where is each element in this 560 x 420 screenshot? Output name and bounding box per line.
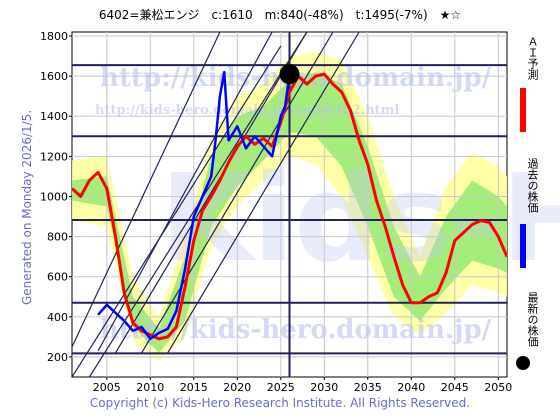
x-tick-label: 2025 (267, 381, 295, 394)
band-inner (72, 72, 507, 353)
y-tick-label: 1800 (40, 30, 68, 43)
chart-title: 6402=兼松エンジ c:1610 m:840(-48%) t:1495(-7%… (98, 8, 462, 22)
y-tick-label: 1000 (40, 190, 68, 203)
trend-line (72, 32, 221, 348)
watermark-url-code: http://kids-hero.domain.jp/code6402.html (95, 103, 399, 118)
copyright: Copyright (c) Kids-Hero Research Institu… (89, 396, 471, 410)
x-tick-label: 2030 (310, 381, 338, 394)
legend-label-latest: 最新の株価 (526, 292, 539, 347)
legend-label-ai: ＡＩ予測 (526, 36, 539, 80)
legend-label-past: 過去の株価 (526, 158, 539, 213)
y-tick-label: 400 (47, 311, 68, 324)
x-tick-label: 2040 (397, 381, 425, 394)
x-tick-label: 2050 (484, 381, 512, 394)
trend-line (114, 32, 308, 354)
grid-lines (72, 32, 507, 377)
y-tick-label: 800 (47, 231, 68, 244)
legend-swatch-ai (520, 88, 526, 132)
x-tick-label: 2045 (441, 381, 469, 394)
y-tick-label: 1400 (40, 110, 68, 123)
x-tick-label: 2005 (93, 381, 121, 394)
trend-line (167, 32, 360, 354)
legend-swatch-latest (516, 356, 530, 370)
latest-price-dot (279, 64, 300, 85)
series-layer (72, 64, 507, 341)
x-tick-label: 2010 (136, 381, 164, 394)
x-tick-label: 2020 (223, 381, 251, 394)
legend-swatch-past (520, 224, 526, 268)
generated-label: Generated on Monday 2026/1/5. (20, 109, 34, 305)
trend-line (141, 32, 334, 354)
x-tick-label: 2015 (180, 381, 208, 394)
watermark-url-bottom: http://kids-hero.domain.jp/ (100, 315, 492, 345)
y-tick-label: 1600 (40, 70, 68, 83)
axes: 200 400 600 800 1000 1200 1400 1600 1800 2005 2010… (40, 30, 512, 394)
x-tick-label: 2035 (354, 381, 382, 394)
y-tick-label: 200 (47, 351, 68, 364)
y-tick-label: 1200 (40, 150, 68, 163)
trend-line (72, 45, 282, 377)
series-past-price (97, 70, 291, 341)
y-tick-label: 600 (47, 271, 68, 284)
